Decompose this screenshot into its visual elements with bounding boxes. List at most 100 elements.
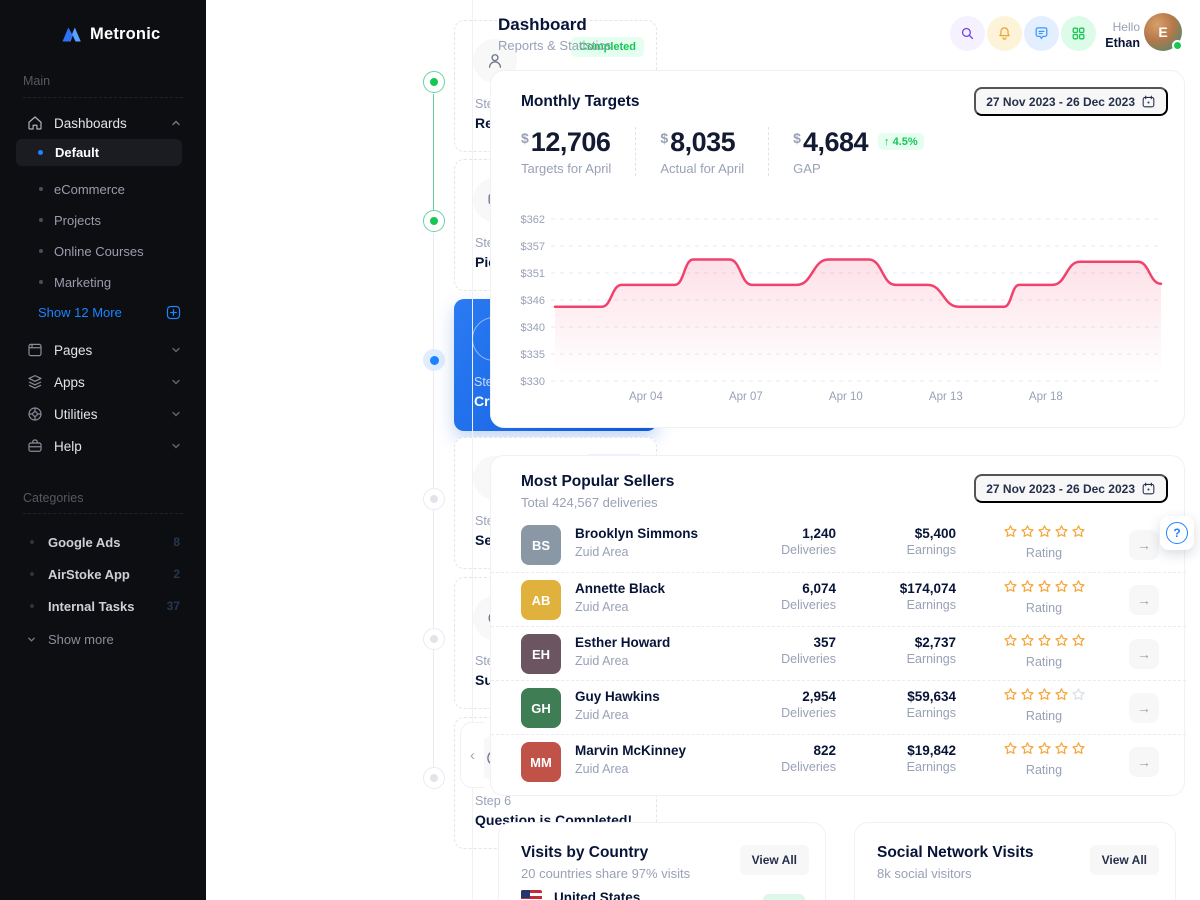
- svg-text:$330: $330: [521, 376, 545, 388]
- user-avatar[interactable]: E: [1144, 13, 1183, 51]
- seller-avatar: AB: [521, 580, 561, 620]
- view-all-button[interactable]: View All: [739, 845, 809, 875]
- utilities-icon: [28, 407, 42, 421]
- show-12-more-link[interactable]: Show 12 More: [38, 300, 182, 324]
- sidebar-item-default[interactable]: Default: [16, 139, 182, 166]
- sidebar-item-label: Default: [55, 145, 100, 160]
- plus-square-icon: [166, 305, 181, 319]
- star-icon: [1003, 634, 1017, 646]
- seller-detail-button[interactable]: →: [1129, 693, 1159, 723]
- seller-rating: Rating: [989, 524, 1099, 560]
- sidebar-item-google-ads[interactable]: Google Ads 8: [30, 530, 180, 554]
- show-more-categories-link[interactable]: Show more: [26, 627, 176, 651]
- view-all-button[interactable]: View All: [1089, 845, 1159, 875]
- seller-area: Zuid Area: [575, 762, 629, 776]
- chevron-down-icon: [172, 347, 180, 353]
- seller-detail-button[interactable]: →: [1129, 585, 1159, 615]
- seller-row: BS Brooklyn Simmons Zuid Area 1,240 Deliveri…: [491, 518, 1186, 572]
- card-subtitle: 8k social visitors: [877, 866, 972, 881]
- currency-sign: $: [521, 130, 529, 146]
- help-floating-button[interactable]: ?: [1160, 516, 1194, 550]
- card-title: Most Popular Sellers: [521, 473, 675, 490]
- collapse-panel-button[interactable]: ‹: [460, 722, 484, 788]
- metronic-logo-icon: [60, 22, 84, 46]
- steps-timeline-panel: Completed Step 1 Register or Log In Comp…: [206, 0, 657, 900]
- seller-detail-button[interactable]: →: [1129, 639, 1159, 669]
- bullet-icon: [30, 540, 34, 544]
- chevron-down-icon: [172, 411, 180, 417]
- card-title: Monthly Targets: [521, 93, 640, 110]
- seller-detail-button[interactable]: →: [1129, 747, 1159, 777]
- country-name: United States: [554, 890, 641, 900]
- seller-name: Marvin McKinney: [575, 743, 687, 758]
- date-range-picker[interactable]: 27 Nov 2023 - 26 Dec 2023: [974, 474, 1168, 503]
- category-count: 2: [173, 567, 180, 581]
- home-icon: [28, 116, 42, 130]
- star-icon: [1020, 580, 1034, 592]
- seller-detail-button[interactable]: →: [1129, 530, 1159, 560]
- bullet-icon: [39, 218, 43, 222]
- notifications-button[interactable]: [987, 16, 1022, 51]
- sidebar-item-ecommerce[interactable]: eCommerce: [39, 177, 189, 201]
- star-icon: [1037, 525, 1051, 537]
- sidebar-item-label: eCommerce: [54, 181, 125, 197]
- star-icon: [1037, 688, 1051, 700]
- sidebar-item-label: Apps: [54, 374, 85, 390]
- bullet-icon: [30, 604, 34, 608]
- search-button[interactable]: [950, 16, 985, 51]
- svg-text:$362: $362: [521, 214, 545, 226]
- social-network-visits-card: Social Network Visits 8k social visitors…: [854, 822, 1176, 900]
- svg-text:$340: $340: [521, 322, 545, 334]
- category-label: Internal Tasks: [48, 598, 135, 614]
- seller-area: Zuid Area: [575, 654, 629, 668]
- search-icon: [961, 27, 974, 40]
- sidebar-item-help[interactable]: Help: [26, 434, 182, 458]
- sidebar-item-utilities[interactable]: Utilities: [26, 402, 182, 426]
- date-range-text: 27 Nov 2023 - 26 Dec 2023: [986, 94, 1135, 109]
- seller-avatar: EH: [521, 634, 561, 674]
- sidebar-item-online-courses[interactable]: Online Courses: [39, 239, 189, 263]
- grid-icon: [1072, 27, 1085, 40]
- monthly-targets-card: Monthly Targets 27 Nov 2023 - 26 Dec 202…: [490, 70, 1185, 428]
- chevron-down-icon: [28, 636, 35, 642]
- seller-rating: Rating: [989, 687, 1099, 723]
- sidebar-item-label: Dashboards: [54, 115, 127, 131]
- stat-label: Targets for April: [521, 161, 612, 176]
- sidebar-item-internal-tasks[interactable]: Internal Tasks 37: [30, 594, 180, 618]
- seller-avatar: GH: [521, 688, 561, 728]
- chevron-up-icon: [172, 120, 180, 126]
- seller-row: AB Annette Black Zuid Area 6,074 Deliveries $…: [491, 572, 1186, 626]
- date-range-picker[interactable]: 27 Nov 2023 - 26 Dec 2023: [974, 87, 1168, 116]
- star-icon: [1020, 634, 1034, 646]
- sidebar-item-pages[interactable]: Pages: [26, 338, 182, 362]
- seller-row: MM Marvin McKinney Zuid Area 822 Deliveries $…: [491, 734, 1186, 788]
- sidebar-item-airstoke-app[interactable]: AirStoke App 2: [30, 562, 180, 586]
- bullet-icon: [39, 187, 43, 191]
- category-count: 8: [173, 535, 180, 549]
- timeline-dot-step1: [423, 71, 445, 93]
- sidebar-item-dashboards[interactable]: Dashboards: [26, 111, 182, 135]
- step-number: Step 6: [475, 794, 512, 808]
- currency-sign: $: [793, 130, 801, 146]
- star-icon: [1054, 688, 1068, 700]
- country-row-united-states[interactable]: United States: [521, 890, 640, 900]
- star-icon: [1020, 742, 1034, 754]
- sidebar-item-projects[interactable]: Projects: [39, 208, 189, 232]
- sidebar: Metronic Main Dashboards Default eCommer…: [0, 0, 206, 900]
- page-subtitle: Reports & Statistics: [498, 38, 612, 53]
- star-icon: [1003, 580, 1017, 592]
- svg-text:$346: $346: [521, 295, 545, 307]
- stat-label: GAP: [793, 161, 821, 176]
- sellers-list: BS Brooklyn Simmons Zuid Area 1,240 Deliveri…: [491, 518, 1186, 788]
- sidebar-divider: [23, 97, 183, 98]
- seller-rating: Rating: [989, 633, 1099, 669]
- seller-rating: Rating: [989, 579, 1099, 615]
- sidebar-item-marketing[interactable]: Marketing: [39, 270, 189, 294]
- main-content: Dashboard Reports & Statistics Hello Eth…: [472, 0, 1200, 900]
- apps-grid-button[interactable]: [1061, 16, 1096, 51]
- seller-deliveries: 822 Deliveries: [781, 743, 836, 774]
- chat-button[interactable]: [1024, 16, 1059, 51]
- timeline-dot-step6: [423, 767, 445, 789]
- sidebar-item-label: Projects: [54, 212, 101, 228]
- sidebar-item-apps[interactable]: Apps: [26, 370, 182, 394]
